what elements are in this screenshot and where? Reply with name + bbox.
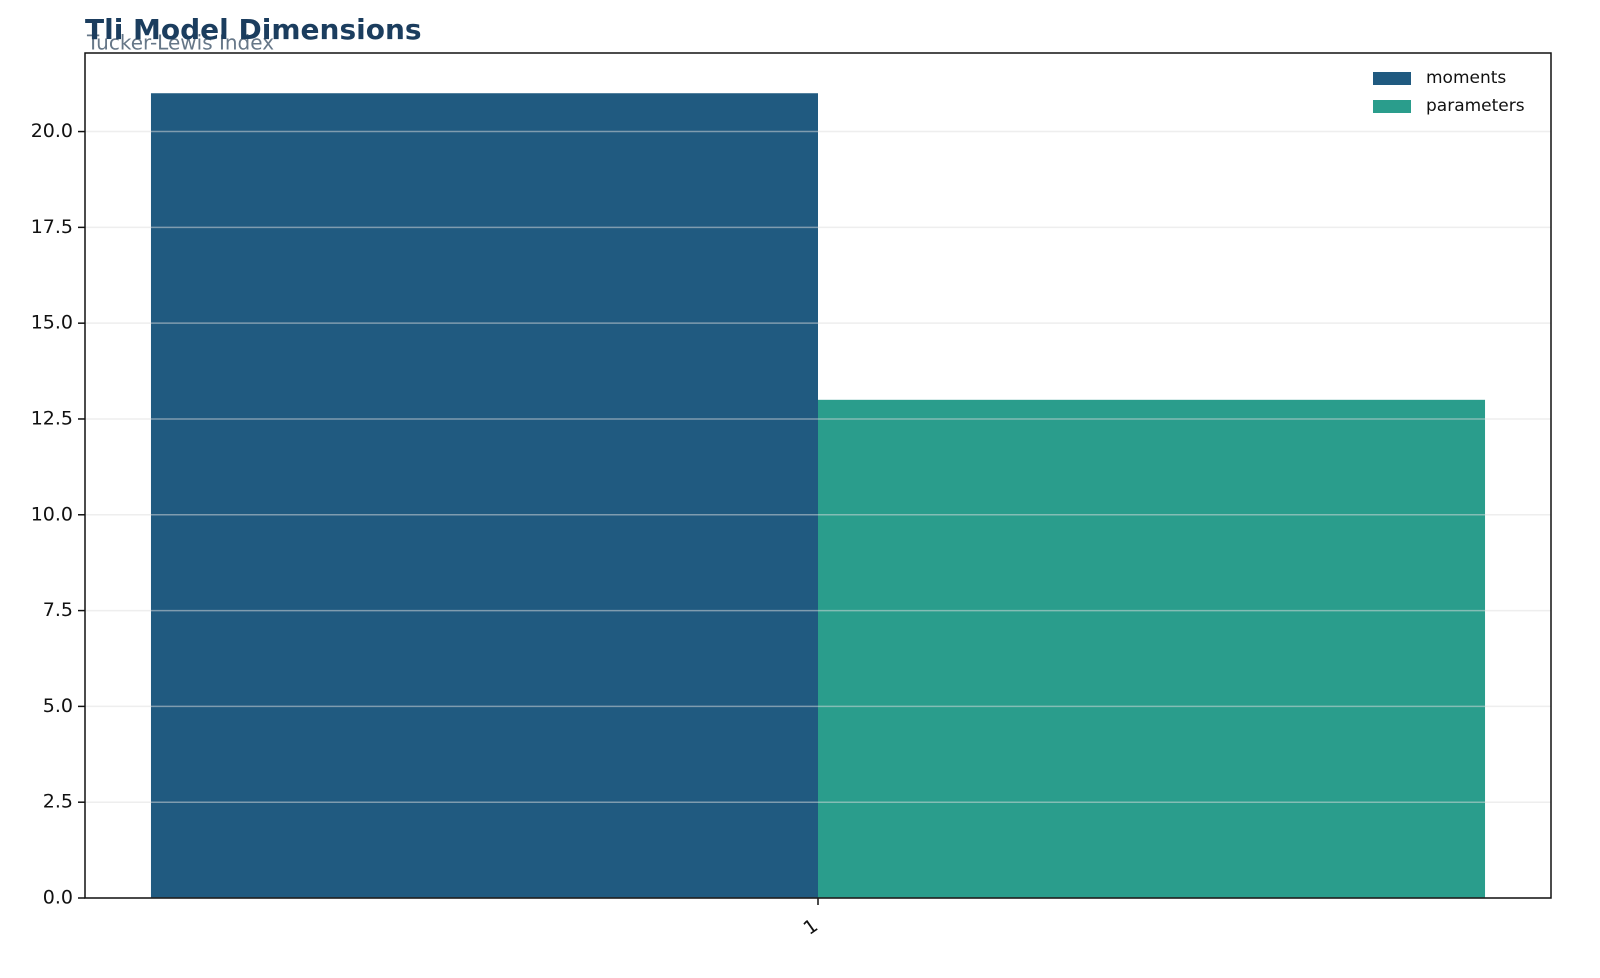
y-tick-label: 17.5 bbox=[31, 216, 73, 238]
y-tick-label: 20.0 bbox=[31, 120, 73, 142]
y-tick-label: 15.0 bbox=[31, 312, 73, 334]
bar bbox=[818, 399, 1486, 898]
bar bbox=[150, 93, 819, 898]
y-tick-label: 0.0 bbox=[43, 887, 73, 909]
chart-subtitle: Tucker-Lewis Index bbox=[86, 31, 274, 55]
x-tick-label: 1 bbox=[799, 915, 822, 940]
legend-label: parameters bbox=[1426, 96, 1525, 116]
y-tick-label: 12.5 bbox=[31, 407, 73, 429]
y-tick-label: 7.5 bbox=[43, 599, 73, 621]
y-tick-label: 5.0 bbox=[43, 695, 73, 717]
plot-frame bbox=[84, 52, 1552, 899]
y-tick-label: 10.0 bbox=[31, 503, 73, 525]
legend-label: moments bbox=[1426, 68, 1506, 88]
chart-title: Tli Model Dimensions bbox=[85, 13, 422, 46]
y-tick-label: 2.5 bbox=[43, 791, 73, 813]
legend-swatch bbox=[1373, 72, 1411, 85]
legend-swatch bbox=[1373, 100, 1411, 113]
